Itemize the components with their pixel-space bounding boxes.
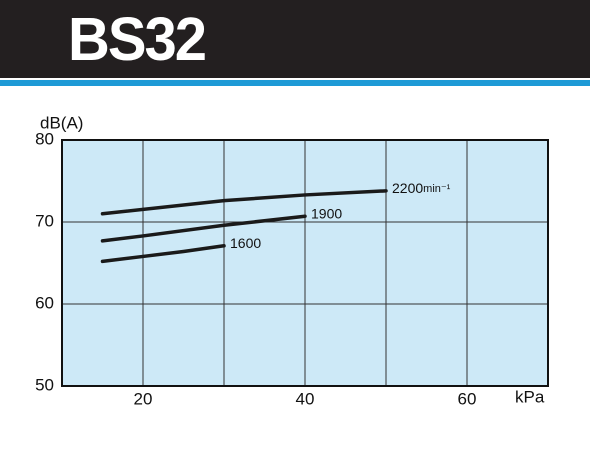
x-tick-label: 60: [458, 389, 477, 408]
series-line: [100, 189, 388, 216]
series-name: 1600: [230, 234, 261, 250]
series-label: 1600: [230, 234, 261, 250]
series-line: [100, 214, 307, 243]
series-name: 2200: [392, 180, 423, 196]
chart-title: BS32: [68, 5, 205, 74]
header-band: [0, 0, 590, 78]
series-name: 1900: [311, 205, 342, 221]
x-tick-label: 40: [296, 389, 315, 408]
y-tick-label: 70: [35, 211, 54, 230]
header-stripe: [0, 80, 590, 86]
y-axis-label: dB(A): [40, 113, 83, 132]
y-tick-label: 50: [35, 375, 54, 394]
series-line: [100, 244, 226, 264]
series-label: 2200min⁻¹: [392, 180, 451, 196]
y-tick-label: 60: [35, 293, 54, 312]
series-label: 1900: [311, 205, 342, 221]
plot-border: [61, 139, 549, 387]
x-tick-label: 20: [134, 389, 153, 408]
x-axis-label: kPa: [515, 387, 545, 406]
y-tick-label: 80: [35, 129, 54, 148]
speed-unit: min⁻¹: [423, 183, 451, 195]
